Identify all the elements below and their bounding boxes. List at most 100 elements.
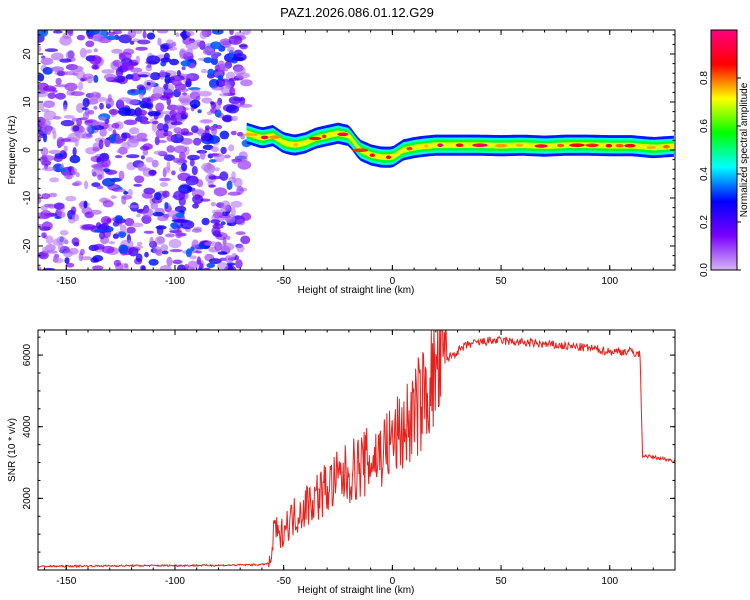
noise-blob	[211, 125, 218, 136]
noise-blob	[85, 49, 92, 54]
noise-blob	[48, 192, 58, 198]
noise-blob	[233, 49, 243, 57]
noise-blob	[220, 242, 235, 251]
noise-blob	[119, 224, 127, 233]
noise-blob	[157, 123, 165, 131]
noise-blob	[40, 57, 54, 65]
noise-blob	[169, 249, 183, 253]
noise-blob	[240, 235, 251, 245]
noise-blob	[55, 92, 66, 100]
noise-blob	[82, 97, 90, 108]
noise-blob	[99, 102, 104, 110]
noise-blob	[137, 133, 143, 139]
noise-blob	[191, 165, 198, 176]
ridge-peak	[243, 132, 259, 137]
noise-blob	[180, 60, 191, 67]
noise-blob	[149, 236, 154, 247]
noise-blob	[230, 206, 236, 217]
noise-blob	[210, 219, 221, 224]
noise-blob	[169, 58, 180, 66]
noise-blob	[212, 30, 224, 35]
colorbar-tick-label: 0.0	[699, 263, 710, 277]
noise-blob	[235, 231, 246, 236]
noise-blob	[96, 156, 102, 163]
noise-blob	[203, 57, 213, 64]
noise-blob	[63, 174, 74, 179]
noise-blob	[118, 170, 125, 181]
x-tick-label: -50	[276, 276, 291, 287]
noise-blob	[121, 196, 127, 205]
colorbar: 0.0 0.2 0.4 0.6 0.8 Normalized spectral ampl…	[699, 29, 750, 277]
noise-blob	[58, 211, 66, 219]
x-tick-label: -100	[165, 276, 185, 287]
x-tick-label: 100	[601, 576, 618, 587]
noise-blob	[166, 145, 175, 153]
noise-blob	[130, 89, 136, 93]
noise-blob	[220, 146, 227, 154]
noise-blob	[64, 257, 70, 264]
ridge-peak	[386, 155, 391, 159]
noise-blob	[185, 48, 194, 57]
noise-blob	[99, 127, 107, 137]
noise-blob	[62, 104, 68, 112]
ridge-peak	[269, 135, 282, 139]
noise-blob	[200, 68, 208, 74]
noise-blob	[226, 180, 233, 190]
noise-blob	[227, 46, 235, 53]
noise-blob	[47, 92, 56, 99]
noise-blob	[191, 125, 199, 133]
ridge-peak	[293, 143, 298, 147]
noise-blob	[44, 48, 59, 53]
noise-blob	[81, 107, 88, 111]
noise-blob	[42, 166, 56, 172]
noise-blob	[38, 44, 42, 54]
noise-blob	[63, 145, 68, 152]
noise-blob	[229, 86, 236, 96]
noise-blob	[79, 47, 87, 58]
noise-blob	[242, 30, 251, 35]
noise-blob	[135, 46, 148, 51]
noise-blob	[151, 122, 158, 132]
noise-blob	[117, 99, 124, 109]
noise-blob	[91, 166, 105, 177]
noise-blob	[91, 36, 105, 42]
noise-blob	[114, 155, 123, 159]
noise-blob	[137, 39, 151, 45]
x-tick-label: -150	[56, 276, 76, 287]
noise-blob	[235, 259, 243, 269]
noise-blob	[240, 133, 246, 140]
noise-blob	[193, 137, 202, 146]
noise-blob	[127, 30, 136, 39]
noise-blob	[148, 169, 157, 176]
noise-blob	[134, 245, 144, 249]
noise-blob	[101, 69, 115, 74]
noise-blob	[112, 59, 122, 67]
y-tick-label: 0	[22, 147, 33, 153]
noise-blob	[135, 55, 140, 64]
colorbar-ticks: 0.0 0.2 0.4 0.6 0.8	[699, 71, 741, 277]
noise-blob	[189, 158, 195, 167]
noise-blob	[94, 229, 103, 233]
noise-blob	[236, 218, 246, 226]
noise-blob	[127, 204, 139, 209]
noise-blob	[146, 32, 156, 40]
noise-blob	[110, 195, 117, 199]
noise-blob	[236, 185, 244, 195]
noise-blob	[92, 65, 99, 70]
noise-blob	[148, 258, 159, 266]
noise-blob	[41, 193, 51, 200]
noise-blob	[38, 73, 45, 82]
noise-blob	[219, 171, 229, 181]
y-tick-label: 10	[22, 96, 33, 108]
noise-blob	[209, 159, 217, 163]
noise-blob	[173, 127, 183, 134]
noise-blob	[42, 267, 56, 270]
noise-blob	[161, 250, 169, 255]
noise-blob	[139, 92, 144, 99]
noise-blob	[103, 73, 117, 81]
noise-blob	[160, 44, 169, 53]
noise-blob	[197, 109, 202, 114]
noise-blob	[114, 75, 126, 83]
y-tick-label: 4000	[22, 415, 33, 438]
noise-blob	[71, 237, 80, 246]
